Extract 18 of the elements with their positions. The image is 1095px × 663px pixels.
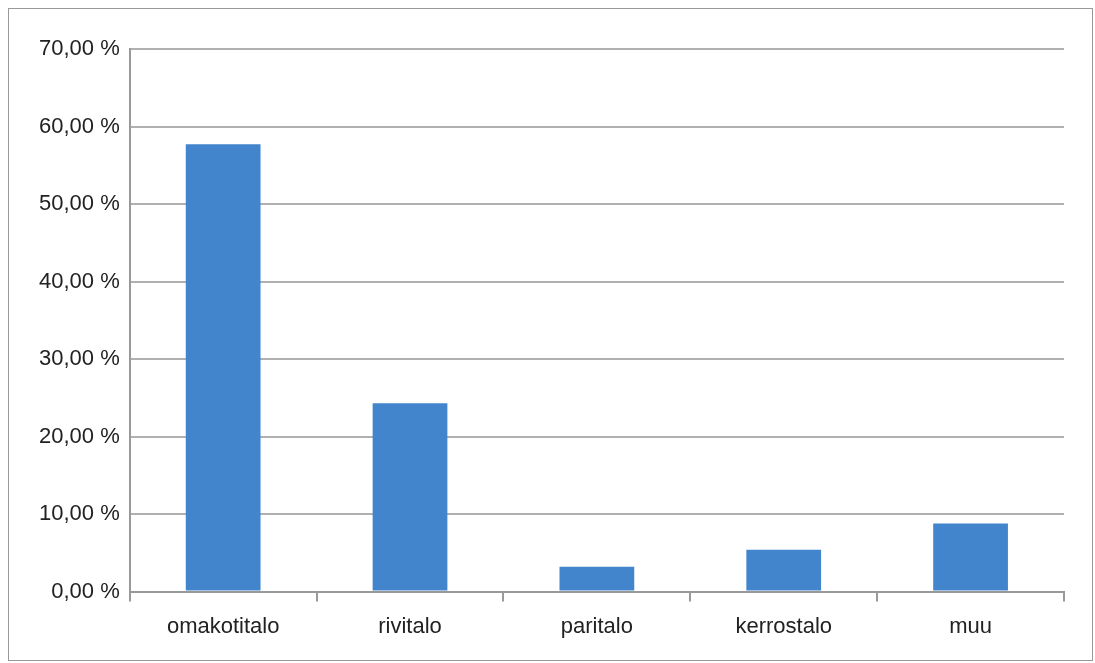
y-tick-label: 20,00 %: [38, 422, 120, 448]
bar: [185, 144, 261, 591]
y-tick-label: 10,00 %: [38, 500, 120, 526]
y-tick-label: 70,00 %: [38, 35, 120, 61]
y-tick-label: 60,00 %: [38, 112, 120, 138]
y-tick-label: 30,00 %: [38, 345, 120, 371]
bar: [746, 549, 822, 591]
y-tick-label: 0,00 %: [51, 577, 120, 603]
x-tick-label: paritalo: [560, 612, 633, 638]
x-tick-label: kerrostalo: [735, 612, 833, 638]
y-tick-label: 40,00 %: [38, 267, 120, 293]
x-tick-label: rivitalo: [378, 612, 442, 638]
x-tick-label: muu: [949, 612, 992, 638]
bar: [559, 566, 635, 591]
bar: [372, 403, 448, 591]
bar: [933, 523, 1008, 591]
x-tick-label: omakotitalo: [166, 612, 280, 638]
y-tick-label: 50,00 %: [38, 190, 120, 216]
